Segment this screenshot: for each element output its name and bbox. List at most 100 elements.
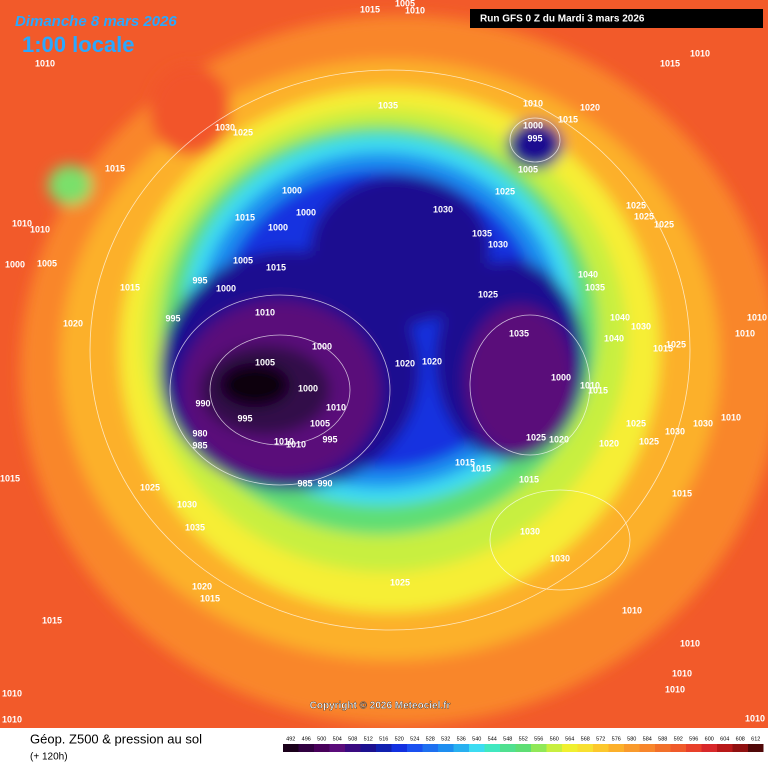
run-box [470,9,763,28]
scale-swatch [314,744,330,752]
isobar-label: 1015 [360,4,380,14]
isobar-label: 985 [192,440,207,450]
isobar-label: 1005 [255,357,275,367]
isobar-label: 1010 [255,307,275,317]
copyright: Copyright © 2026 Meteociel.fr [310,701,451,712]
scale-swatch [345,744,361,752]
scale-swatch [283,744,299,752]
isobar-label: 1000 [298,383,318,393]
scale-swatch [329,744,345,752]
scale-label: 564 [565,736,574,742]
geopotential-field [20,15,768,725]
isobar-label: 1000 [523,120,543,130]
isobar-label: 1035 [472,228,492,238]
isobar-label: 1010 [690,48,710,58]
isobar-label: 1020 [580,102,600,112]
scale-swatch [500,744,516,752]
scale-label: 524 [410,736,419,742]
isobar-label: 1030 [520,526,540,536]
isobar-label: 1000 [551,372,571,382]
isobar-label: 1010 [274,436,294,446]
scale-swatch [484,744,500,752]
isobar-label: 1010 [665,684,685,694]
scale-label: 588 [658,736,667,742]
isobar-label: 1015 [235,212,255,222]
isobar-label: 1015 [266,262,286,272]
isobar-label: 1010 [721,412,741,422]
isobar-label: 1015 [558,114,578,124]
isobar-label: 995 [527,133,542,143]
scale-label: 552 [519,736,528,742]
isobar-label: 1030 [665,426,685,436]
isobar-label: 1020 [422,356,442,366]
scale-label: 516 [379,736,388,742]
isobar-label: 995 [322,434,337,444]
isobar-label: 1025 [526,432,546,442]
isobar-label: 1020 [549,434,569,444]
isobar-label: 1015 [672,488,692,498]
isobar-label: 1015 [455,457,475,467]
scale-swatch [531,744,547,752]
isobar-label: 1030 [433,204,453,214]
scale-label: 528 [426,736,435,742]
isobar-label: 1010 [747,312,767,322]
isobar-label: 1020 [192,581,212,591]
isobar-label: 1020 [63,318,83,328]
scale-label: 592 [674,736,683,742]
isobar-label: 1000 [296,207,316,217]
isobar-label: 1010 [672,668,692,678]
isobar-label: 980 [192,428,207,438]
isobar-label: 995 [237,413,252,423]
scale-label: 520 [395,736,404,742]
scale-swatch [438,744,454,752]
isobar-label: 1035 [185,522,205,532]
scale-swatch [701,744,717,752]
scale-label: 492 [286,736,295,742]
scale-swatch [391,744,407,752]
scale-label: 496 [302,736,311,742]
isobar-label: 1015 [42,615,62,625]
scale-swatch [732,744,748,752]
isobar-label: 985 [297,478,312,488]
isobar-label: 1000 [216,283,236,293]
scale-swatch [376,744,392,752]
scale-label: 580 [627,736,636,742]
isobar-label: 1025 [478,289,498,299]
isobar-label: 1025 [140,482,160,492]
isobar-label: 1000 [5,259,25,269]
isobar-label: 1025 [666,339,686,349]
isobar-label: 1025 [626,200,646,210]
isobar-label: 1000 [268,222,288,232]
scale-label: 576 [612,736,621,742]
isobar-label: 1010 [2,688,22,698]
isobar-label: 1010 [35,58,55,68]
scale-swatch [469,744,485,752]
isobar-label: 995 [192,275,207,285]
scale-label: 540 [472,736,481,742]
scale-label: 600 [705,736,714,742]
isobar-label: 1030 [631,321,651,331]
isobar-label: 1010 [745,713,765,723]
scale-swatch [608,744,624,752]
isobar-label: 1005 [395,0,415,8]
isobar-label: 1030 [693,418,713,428]
scale-label: 612 [751,736,760,742]
isobar-label: 1020 [599,438,619,448]
isobar-label: 1025 [654,219,674,229]
scale-label: 604 [720,736,729,742]
isobar-label: 1040 [578,269,598,279]
isobar-label: 1010 [523,98,543,108]
isobar-label: 1030 [550,553,570,563]
isobar-label: 1015 [200,593,220,603]
isobar-label: 1015 [120,282,140,292]
isobar-label: 1030 [215,122,235,132]
isobar-label: 1005 [518,164,538,174]
isobar-label: 1000 [282,185,302,195]
scale-swatch [453,744,469,752]
scale-label: 556 [534,736,543,742]
scale-label: 504 [333,736,342,742]
isobar-label: 1030 [488,239,508,249]
scale-swatch [546,744,562,752]
isobar-label: 1005 [233,255,253,265]
